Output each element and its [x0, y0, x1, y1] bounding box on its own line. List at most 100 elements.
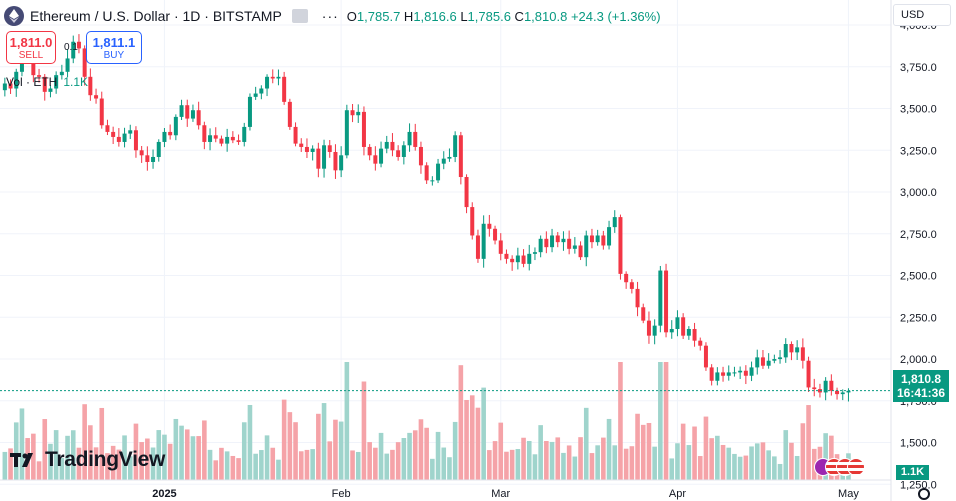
volume-bar [333, 419, 338, 480]
us-flag-icon[interactable] [847, 458, 865, 476]
volume-bar [720, 444, 726, 480]
candle-body [94, 95, 99, 99]
volume-bar [236, 458, 241, 480]
candle-body [242, 126, 247, 142]
candle-body [555, 235, 560, 243]
candle-body [225, 136, 230, 144]
volume-bar [13, 422, 19, 480]
grid-lines [0, 0, 891, 485]
tradingview-logo[interactable]: TradingView [10, 448, 165, 472]
close-value: 1,810.8 [523, 8, 568, 24]
candle-body [173, 116, 178, 136]
candle-body [310, 148, 315, 152]
candle-body [322, 145, 327, 169]
candle-body [14, 71, 19, 89]
price-axis[interactable]: 4,000.03,750.03,500.03,250.03,000.02,750… [900, 20, 937, 491]
sell-button[interactable]: 1,811.0 SELL [6, 31, 56, 64]
candle-body [641, 307, 646, 321]
candle-body [339, 155, 344, 171]
candle-body [635, 288, 640, 308]
candle-body [698, 340, 703, 346]
candle-body [835, 390, 840, 395]
volume-bar [789, 442, 794, 480]
candle-body [589, 235, 594, 243]
volume-bar [53, 430, 59, 480]
spread-value: 0.1 [64, 42, 78, 53]
candle-body [350, 110, 355, 116]
volume-bar [179, 425, 184, 480]
candle-body [840, 392, 845, 395]
candle-body [538, 238, 543, 253]
candle-body [259, 88, 264, 94]
volume-bar [441, 447, 447, 480]
sell-label: SELL [18, 50, 44, 61]
currency-selector[interactable]: USD [893, 4, 951, 26]
candle-body [658, 270, 663, 326]
candle-body [515, 255, 520, 263]
settings-icon[interactable] [918, 488, 930, 500]
ethereum-logo-icon [4, 6, 24, 26]
candle-body [550, 235, 555, 248]
volume-bar [110, 445, 116, 480]
candle-body [361, 111, 366, 147]
volume-bar [469, 395, 475, 480]
volume-bar [293, 422, 298, 480]
volume-bar [190, 436, 196, 480]
volume-bar [521, 437, 526, 480]
volume-bar [777, 463, 783, 480]
candle-body [464, 177, 469, 208]
candle-body [151, 156, 156, 162]
volume-bar [572, 456, 578, 480]
legend-toggle-icon[interactable] [291, 9, 308, 23]
candle-body [772, 359, 777, 361]
volume-bar [749, 446, 754, 480]
buy-price: 1,811.1 [92, 35, 136, 50]
low-value: 1,785.6 [467, 8, 511, 24]
price-tick-label: 3,750.0 [900, 62, 937, 74]
volume-bar [635, 413, 640, 480]
candle-body [185, 105, 190, 119]
volume-bar [19, 408, 25, 480]
candle-body [504, 253, 509, 259]
price-tick-label: 3,250.0 [900, 145, 937, 157]
buy-button[interactable]: 1,811.1 BUY [85, 31, 142, 64]
more-horizontal-icon[interactable]: ··· [321, 8, 339, 24]
tradingview-mark-icon [10, 453, 33, 467]
volume-bar [65, 435, 70, 480]
volume-bar [344, 362, 350, 480]
volume-bar [538, 425, 543, 480]
candle-body [817, 389, 822, 393]
candle-body [755, 357, 760, 368]
candle-body [270, 76, 275, 79]
volume-bar [316, 413, 321, 480]
candle-body [156, 141, 161, 157]
candle-body [230, 136, 235, 141]
volume-bar [145, 438, 150, 480]
candle-body [686, 328, 691, 336]
candle-body [54, 75, 59, 89]
volume-bar [623, 448, 629, 480]
event-markers[interactable] [814, 458, 865, 476]
volume-bar [99, 407, 105, 480]
candle-body [71, 41, 76, 59]
candle-body [646, 320, 651, 336]
close-label: C [514, 8, 524, 24]
candle-body [265, 76, 270, 89]
candle-body [401, 145, 406, 157]
volume-bars [2, 362, 851, 480]
brand-name: TradingView [45, 448, 166, 471]
candle-body [436, 163, 441, 181]
volume-bar [418, 419, 424, 480]
volume-bar [338, 421, 344, 480]
time-axis[interactable]: 2025 Feb Mar Apr May [152, 488, 859, 500]
volume-bar [48, 443, 53, 480]
candle-body [675, 317, 680, 329]
candle-body [316, 148, 321, 169]
candle-body [846, 390, 851, 393]
time-tick-label: Apr [669, 488, 686, 500]
candle-body [59, 71, 64, 76]
volume-bar [800, 423, 806, 480]
volume-bar [424, 427, 429, 480]
symbol-title[interactable]: Ethereum / U.S. Dollar · 1D · BITSTAMP [30, 8, 282, 24]
